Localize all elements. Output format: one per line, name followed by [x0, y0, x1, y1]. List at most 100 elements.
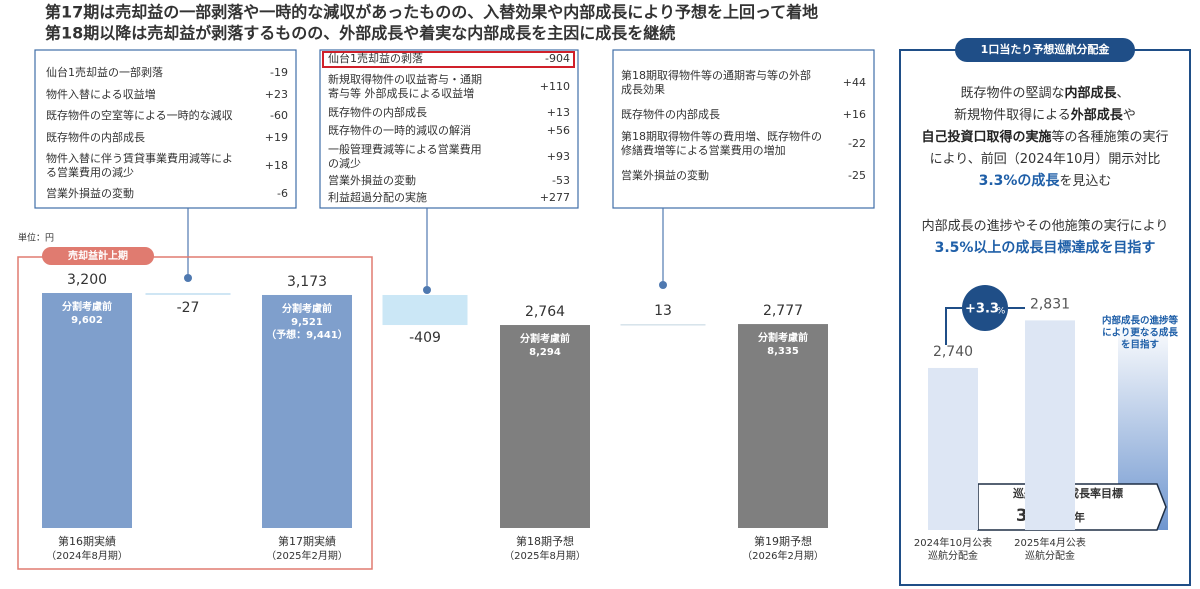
- inner-label: 8,294: [529, 347, 561, 358]
- item-label: る営業費用の減少: [46, 165, 134, 179]
- item-label: 成長効果: [621, 82, 665, 96]
- text-run: により、前回（2024年10月）開示対比: [930, 151, 1161, 167]
- bracket-pill: [42, 247, 154, 265]
- box: [34, 49, 297, 209]
- panel-title: 1口当たり予想巡航分配金: [981, 42, 1111, 56]
- item-value: +44: [843, 76, 866, 89]
- delta-bar: [620, 324, 706, 326]
- value-label: 2,764: [525, 304, 565, 320]
- item-label: 既存物件の内部成長: [46, 130, 145, 144]
- value-label: 13: [654, 303, 672, 319]
- panel-line: 自己投資口取得の実施等の各種施策の実行: [921, 129, 1168, 145]
- inner-label: 分割考慮前: [520, 332, 570, 345]
- delta-bar: [145, 293, 231, 295]
- badge: [962, 285, 1008, 331]
- item-label: 既存物件の内部成長: [328, 105, 427, 119]
- bar: [262, 294, 352, 528]
- inner-label: 分割考慮前: [282, 302, 332, 315]
- item-value: +18: [265, 159, 288, 172]
- value-label: 2,831: [1030, 296, 1070, 312]
- item-label: 既存物件の一時的減収の解消: [328, 123, 471, 137]
- x-tick-label: （2025年8月期）: [504, 549, 586, 562]
- item-label: 既存物件の内部成長: [621, 107, 720, 121]
- item-value: +13: [547, 106, 570, 119]
- panel-line: により、前回（2024年10月）開示対比: [930, 151, 1161, 167]
- item-value: +16: [843, 108, 866, 121]
- text-run: 3.3%の成長: [979, 172, 1061, 189]
- item-value: +277: [540, 191, 570, 204]
- delta-bar: [382, 294, 468, 326]
- item-label: 利益超過分配の実施: [328, 190, 427, 204]
- inner-label: 分割考慮前: [62, 300, 112, 313]
- bar: [500, 325, 590, 528]
- x-tick-label: 第16期実績: [58, 534, 116, 548]
- item-label: 第18期取得物件等の通期寄与等の外部: [621, 68, 811, 82]
- item-label: 第18期取得物件等の費用増、既存物件の: [621, 129, 822, 143]
- bar: [928, 367, 978, 530]
- x-tick-label: 第19期予想: [754, 534, 812, 548]
- x-tick-label: 第18期予想: [516, 534, 574, 548]
- text-run: 外部成長: [1070, 107, 1124, 123]
- x-tick-label: （2026年2月期）: [742, 549, 824, 562]
- x-tick-label: 2025年4月公表: [1014, 536, 1086, 549]
- box: [612, 49, 875, 209]
- panel-line: 3.5%以上の成長目標達成を目指す: [935, 239, 1156, 256]
- badge-text: +3.3: [965, 302, 999, 317]
- item-label: 物件入替に伴う賃貸事業費用減等によ: [46, 151, 233, 165]
- inner-label: （予想：9,441）: [266, 328, 348, 341]
- value-label: 3,173: [287, 274, 327, 290]
- item-label: 営業外損益の変動: [621, 168, 709, 182]
- panel-line: 3.3%の成長を見込む: [979, 172, 1112, 189]
- badge-unit: %: [997, 307, 1006, 317]
- item-label: 仙台1売却益の剥落: [328, 51, 423, 65]
- x-tick-label: （2024年8月期）: [46, 549, 128, 562]
- text-run: 内部成長: [1064, 85, 1117, 101]
- value-label: -27: [177, 300, 200, 316]
- text-run: 等の各種施策の実行: [1052, 129, 1169, 145]
- item-label: 物件入替による収益増: [46, 87, 156, 101]
- item-value: +23: [265, 88, 288, 101]
- x-tick-label: 巡航分配金: [1025, 549, 1075, 562]
- unit: 単位：円: [18, 232, 54, 244]
- value-label: 2,777: [763, 303, 803, 319]
- bar: [738, 324, 828, 528]
- item-label: の減少: [328, 156, 361, 170]
- title-line: 第18期以降は売却益が剥落するものの、外部成長や着実な内部成長を主因に成長を継続: [45, 24, 675, 43]
- dots: [184, 274, 667, 294]
- inner-label: 9,602: [71, 315, 103, 326]
- item-value: -60: [270, 109, 288, 122]
- badge-arrow: [945, 307, 962, 345]
- item-label: 一般管理費減等による営業費用: [328, 142, 482, 156]
- text-run: や: [1123, 108, 1136, 123]
- inner-label: 9,521: [291, 317, 323, 328]
- item-value: +56: [547, 124, 570, 137]
- bar: [1025, 320, 1075, 530]
- item-label: 営業外損益の変動: [46, 186, 134, 200]
- item-value: +110: [540, 80, 570, 93]
- item-value: +93: [547, 150, 570, 163]
- panel-line: 内部成長の進捗やその他施策の実行により: [922, 218, 1169, 234]
- panel-line: 既存物件の堅調な内部成長、: [960, 85, 1129, 101]
- callout: により更なる成長: [1102, 327, 1178, 339]
- bracket-frame: [17, 256, 373, 570]
- connectors: [187, 208, 664, 290]
- x-tick-label: 第17期実績: [278, 534, 336, 548]
- item-value: -25: [848, 169, 866, 182]
- highlight: [322, 51, 575, 68]
- value-label: -409: [409, 330, 441, 346]
- item-label: 寄与等 外部成長による収益増: [328, 86, 474, 100]
- item-label: 営業外損益の変動: [328, 173, 416, 187]
- callout: 内部成長の進捗等: [1102, 315, 1179, 327]
- text-run: 3.5%以上の成長目標達成を目指す: [935, 239, 1156, 256]
- value-label: 3,200: [67, 272, 107, 288]
- item-value: -53: [552, 174, 570, 187]
- box: [319, 49, 579, 209]
- title-line: 第17期は売却益の一部剥落や一時的な減収があったものの、入替効果や内部成長により…: [45, 3, 818, 22]
- text-run: 、: [1117, 86, 1130, 101]
- text-run: 内部成長の進捗やその他施策の実行により: [922, 218, 1169, 234]
- item-value: -904: [545, 52, 570, 65]
- x-tick-label: （2025年2月期）: [266, 549, 348, 562]
- inner-label: 8,335: [767, 346, 799, 357]
- item-label: 修繕費増等による営業費用の増加: [621, 143, 786, 157]
- bracket-label: 売却益計上期: [68, 249, 128, 262]
